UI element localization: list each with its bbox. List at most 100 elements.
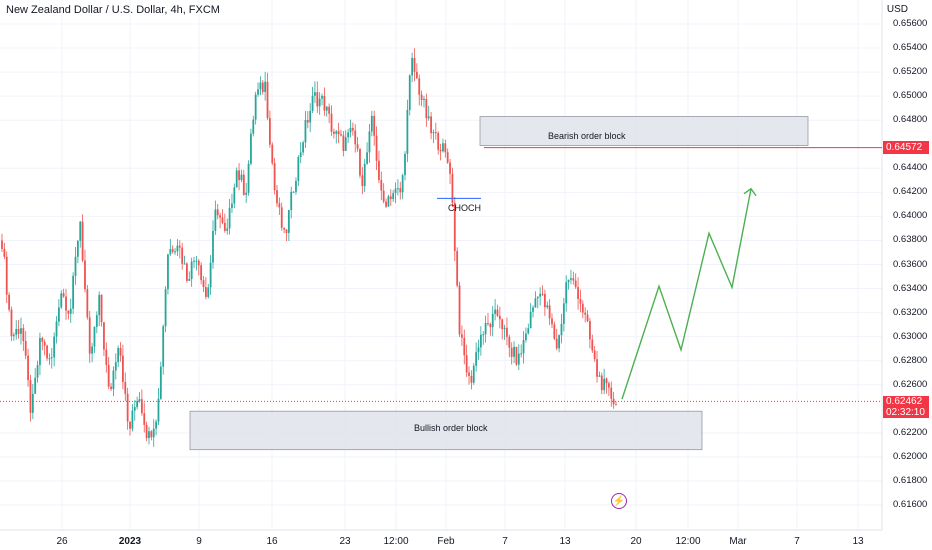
candle bbox=[420, 94, 423, 100]
candle bbox=[503, 327, 506, 330]
candle bbox=[103, 322, 105, 350]
candle bbox=[522, 340, 525, 354]
candle bbox=[385, 201, 387, 207]
current-price: 0.62462 bbox=[886, 396, 923, 407]
candle bbox=[539, 293, 542, 297]
price-tick: 0.64400 bbox=[893, 162, 928, 174]
candle bbox=[456, 251, 459, 286]
candle bbox=[8, 294, 11, 310]
candle bbox=[231, 203, 233, 208]
time-tick: Mar bbox=[729, 536, 747, 547]
candle bbox=[188, 278, 191, 281]
candle bbox=[76, 240, 79, 257]
price-tick: 0.64200 bbox=[893, 186, 928, 198]
candle bbox=[536, 296, 539, 299]
candle bbox=[532, 307, 534, 312]
candle bbox=[195, 260, 198, 262]
countdown: 02:32:10 bbox=[886, 407, 925, 418]
candle bbox=[290, 191, 293, 211]
candle bbox=[389, 196, 392, 200]
candle bbox=[451, 173, 454, 203]
candle bbox=[105, 349, 108, 365]
candle bbox=[152, 428, 155, 438]
candle bbox=[612, 398, 615, 405]
candle bbox=[382, 190, 385, 202]
candle bbox=[36, 365, 39, 378]
candle bbox=[280, 207, 283, 228]
candle bbox=[463, 337, 466, 356]
candle bbox=[193, 260, 195, 262]
candle bbox=[461, 334, 463, 338]
candle bbox=[501, 319, 504, 330]
candle bbox=[591, 339, 594, 351]
candle bbox=[380, 179, 383, 191]
candle bbox=[565, 282, 568, 304]
candle bbox=[479, 334, 482, 348]
candle bbox=[392, 193, 395, 200]
candle bbox=[62, 293, 65, 297]
candle bbox=[268, 118, 271, 145]
candle bbox=[330, 113, 333, 132]
candle bbox=[5, 256, 8, 295]
candle bbox=[254, 94, 257, 120]
candle bbox=[266, 81, 269, 119]
price-tick: 0.63400 bbox=[893, 282, 928, 294]
projection-path bbox=[621, 188, 752, 400]
candle bbox=[190, 261, 193, 279]
candle bbox=[344, 137, 347, 151]
candle bbox=[197, 260, 200, 266]
price-tick: 0.65000 bbox=[893, 90, 928, 102]
candle bbox=[10, 309, 13, 337]
bearish-zone-label: Bearish order block bbox=[548, 131, 626, 141]
candle bbox=[406, 109, 409, 154]
bearish-order-block bbox=[479, 116, 809, 146]
candle bbox=[423, 98, 425, 100]
candle bbox=[581, 303, 584, 313]
candle bbox=[534, 298, 537, 308]
candle bbox=[586, 314, 589, 322]
time-tick: 12:00 bbox=[383, 536, 409, 547]
price-tick: 0.62000 bbox=[893, 450, 928, 462]
candle bbox=[285, 229, 288, 233]
candle bbox=[368, 131, 371, 153]
candle bbox=[373, 115, 376, 136]
candle bbox=[491, 313, 494, 328]
candle bbox=[321, 95, 323, 99]
candle bbox=[219, 215, 222, 218]
candle bbox=[525, 333, 527, 341]
candle bbox=[245, 192, 248, 195]
candle bbox=[401, 175, 404, 193]
flash-icon[interactable]: ⚡ bbox=[611, 493, 627, 509]
candle bbox=[427, 116, 430, 119]
candle bbox=[242, 174, 245, 195]
candle bbox=[295, 180, 297, 192]
candle bbox=[527, 328, 530, 334]
candle bbox=[207, 287, 210, 297]
candle bbox=[200, 265, 203, 281]
price-tick: 0.63600 bbox=[893, 258, 928, 270]
candle bbox=[465, 355, 468, 373]
candle bbox=[183, 263, 186, 265]
candle bbox=[515, 346, 518, 365]
candle bbox=[316, 92, 319, 107]
candle bbox=[27, 355, 29, 381]
candle bbox=[114, 362, 117, 371]
candle bbox=[276, 190, 278, 204]
candle bbox=[572, 278, 575, 281]
price-tick: 0.65600 bbox=[893, 18, 928, 29]
candle bbox=[558, 335, 561, 349]
chart-title: New Zealand Dollar / U.S. Dollar, 4h, FX… bbox=[6, 4, 220, 16]
candle bbox=[17, 329, 20, 334]
candle bbox=[223, 222, 226, 231]
candle bbox=[136, 401, 139, 408]
candle bbox=[363, 163, 366, 187]
candle bbox=[560, 323, 563, 336]
candle bbox=[494, 309, 496, 314]
candle bbox=[214, 209, 217, 231]
candle bbox=[74, 256, 77, 276]
candle bbox=[458, 285, 461, 335]
candle bbox=[259, 82, 262, 90]
candle bbox=[361, 175, 364, 187]
candle bbox=[567, 279, 570, 283]
